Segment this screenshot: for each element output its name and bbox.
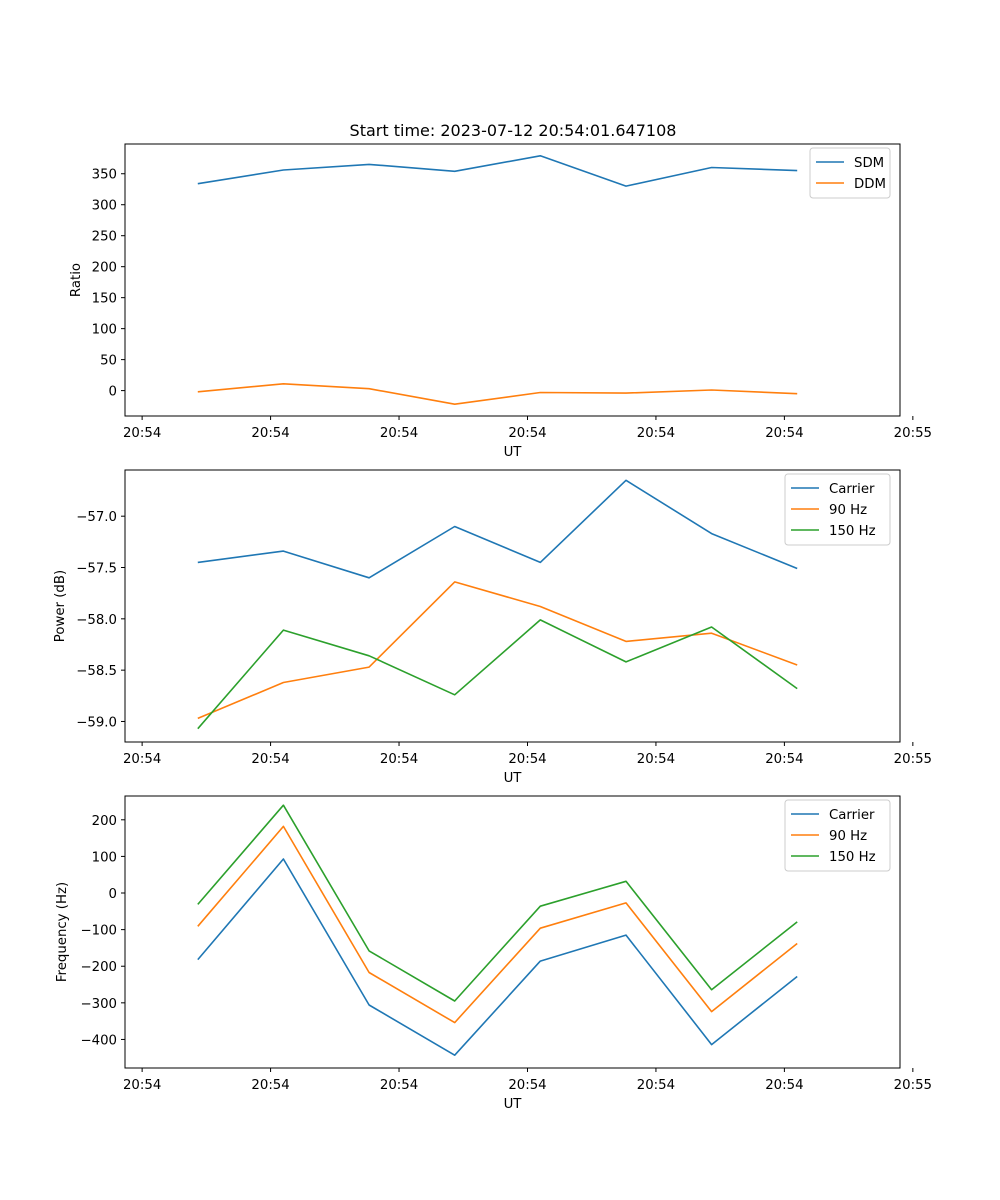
frequency-y-tick-label: 100 [92, 850, 117, 865]
power-legend-label: Carrier [829, 482, 875, 497]
frequency-x-tick-label: 20:54 [251, 1078, 289, 1093]
power-y-tick-label: −57.0 [76, 510, 117, 525]
frequency-x-tick-label: 20:54 [765, 1078, 803, 1093]
frequency-y-tick-label: 200 [92, 814, 117, 829]
power-x-tick-label: 20:54 [637, 752, 675, 767]
frequency-y-tick-label: −100 [80, 924, 117, 939]
frequency-x-tick-label: 20:54 [123, 1078, 161, 1093]
power-series-150-hz-line [197, 619, 798, 730]
frequency-x-tick-label: 20:54 [637, 1078, 675, 1093]
ratio-x-tick-label: 20:54 [637, 426, 675, 441]
frequency-legend-label: Carrier [829, 808, 875, 823]
frequency-x-tick-label: 20:54 [380, 1078, 418, 1093]
frequency-legend-label: 90 Hz [829, 829, 867, 844]
ratio-x-tick-label: 20:54 [765, 426, 803, 441]
frequency-y-tick-label: −300 [80, 997, 117, 1012]
ratio-y-tick-label: 50 [100, 354, 117, 369]
panel-power: 20:54 20:54 20:54 20:54 20:54 20:54 20:55 −59.0… [53, 469, 932, 786]
power-x-tick-label: 20:54 [765, 752, 803, 767]
power-x-tick-label: 20:54 [380, 752, 418, 767]
panel-ratio: 20:54 20:54 20:54 20:54 20:54 20:54 20:55 0 50 10… [69, 143, 932, 460]
ratio-legend-label: SDM [854, 156, 884, 171]
frequency-series-carrier-line [197, 858, 798, 1056]
frequency-series-150-hz-line [197, 804, 798, 1002]
power-y-tick-label: −58.0 [76, 613, 117, 628]
power-y-axis-label: Power (dB) [53, 570, 68, 642]
frequency-x-tick-label: 20:55 [894, 1078, 932, 1093]
ratio-x-tick-label: 20:54 [508, 426, 546, 441]
frequency-x-axis-label: UT [504, 1097, 523, 1112]
power-series-90-hz-line [197, 581, 798, 720]
ratio-y-tick-label: 150 [92, 292, 117, 307]
frequency-y-axis-label: Frequency (Hz) [55, 882, 70, 982]
ratio-series-ddm-line [197, 382, 798, 406]
power-y-tick-label: −59.0 [76, 715, 117, 730]
power-x-axis-label: UT [504, 771, 523, 786]
frequency-series-90-hz-line [197, 825, 798, 1024]
power-legend-label: 150 Hz [829, 524, 876, 539]
ratio-x-tick-label: 20:54 [251, 426, 289, 441]
ratio-legend-box [809, 147, 891, 199]
ratio-y-tick-label: 0 [109, 385, 117, 400]
frequency-axes-frame [124, 795, 901, 1069]
ratio-axes-frame [124, 143, 901, 417]
ratio-x-axis-label: UT [504, 445, 523, 460]
figure-title: Start time: 2023-07-12 20:54:01.647108 [350, 121, 677, 140]
power-legend-label: 90 Hz [829, 503, 867, 518]
frequency-y-tick-label: −400 [80, 1033, 117, 1048]
ratio-y-tick-label: 300 [92, 199, 117, 214]
power-x-tick-label: 20:54 [251, 752, 289, 767]
ratio-series-sdm-line [197, 155, 798, 187]
power-series-carrier-line [197, 479, 798, 579]
power-y-tick-label: −57.5 [76, 562, 117, 577]
ratio-y-tick-label: 100 [92, 323, 117, 338]
ratio-y-tick-label: 200 [92, 261, 117, 276]
power-x-tick-label: 20:54 [123, 752, 161, 767]
power-y-tick-label: −58.5 [76, 664, 117, 679]
ratio-y-tick-label: 250 [92, 230, 117, 245]
power-legend-box [784, 473, 891, 546]
frequency-y-tick-label: 0 [109, 887, 117, 902]
power-x-tick-label: 20:54 [508, 752, 546, 767]
ratio-x-tick-label: 20:54 [380, 426, 418, 441]
ratio-legend-label: DDM [854, 177, 886, 192]
ratio-y-tick-label: 350 [92, 168, 117, 183]
ratio-x-tick-label: 20:55 [894, 426, 932, 441]
ratio-y-axis-label: Ratio [69, 263, 84, 297]
power-x-tick-label: 20:55 [894, 752, 932, 767]
ratio-x-tick-label: 20:54 [123, 426, 161, 441]
power-axes-frame [124, 469, 901, 743]
panel-frequency: 20:54 20:54 20:54 20:54 20:54 20:54 20:55 −400 −… [55, 795, 932, 1112]
frequency-legend-box [784, 799, 891, 872]
frequency-legend-label: 150 Hz [829, 850, 876, 865]
frequency-y-tick-label: −200 [80, 960, 117, 975]
frequency-x-tick-label: 20:54 [508, 1078, 546, 1093]
